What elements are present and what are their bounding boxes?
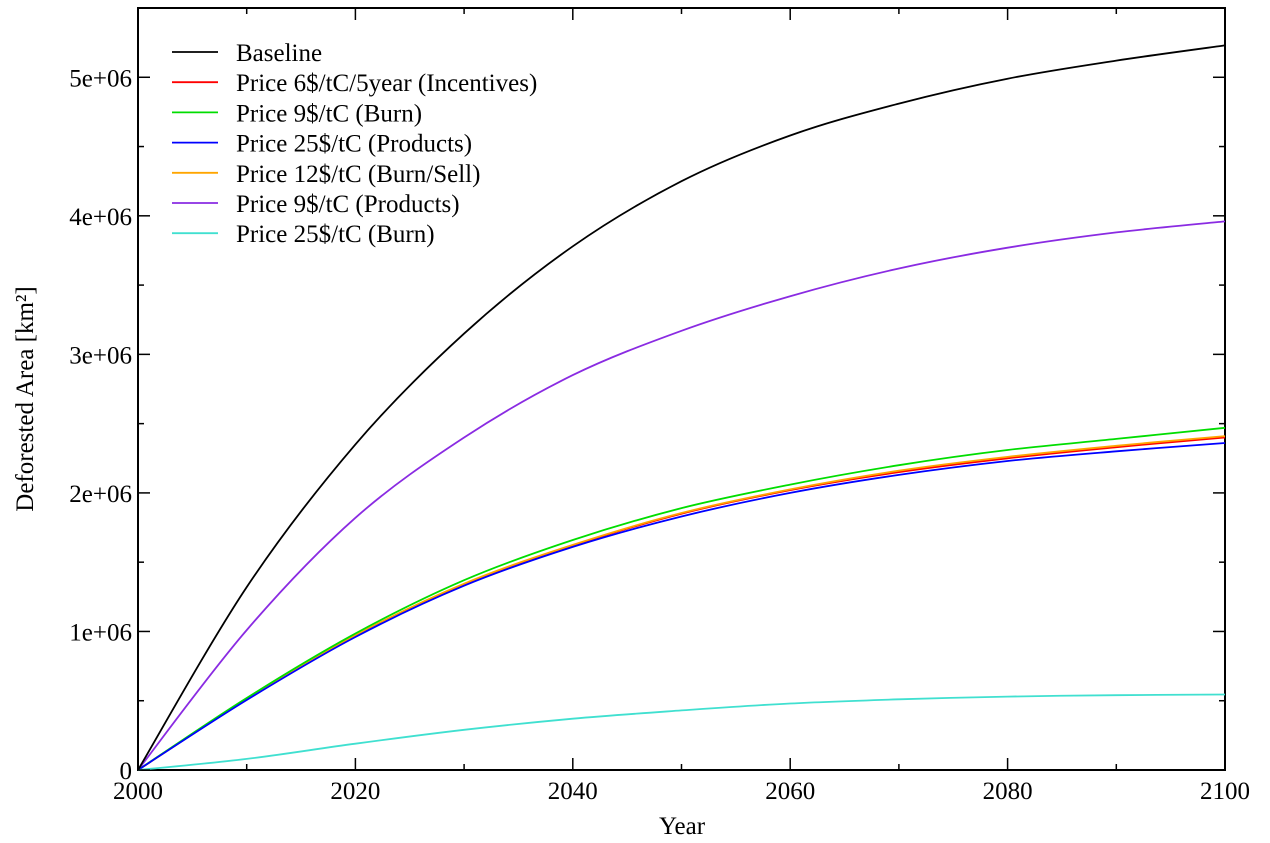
x-tick-label: 2060 [765, 778, 815, 805]
y-tick-label: 1e+06 [69, 619, 132, 646]
x-tick-label: 2020 [330, 778, 380, 805]
legend-label: Price 12$/tC (Burn/Sell) [236, 161, 480, 188]
series-line-5 [137, 220, 1226, 771]
y-tick-label: 3e+06 [69, 342, 132, 369]
legend-label: Price 9$/tC (Burn) [236, 100, 422, 127]
series-line-6 [137, 693, 1226, 771]
legend: Baseline Price 6$/tC/5year (Incentives) Pr… [172, 40, 537, 248]
series-line-3 [137, 442, 1226, 771]
x-tick-label: 2000 [113, 778, 163, 805]
x-axis-title: Year [659, 813, 706, 840]
y-tick-label: 0 [120, 758, 133, 785]
series-layer [137, 44, 1226, 771]
legend-label: Baseline [236, 40, 322, 67]
y-tick-label: 5e+06 [69, 65, 132, 92]
legend-label: Price 25$/tC (Products) [236, 131, 472, 158]
y-axis-title: Deforested Area [km²] [12, 286, 39, 511]
x-tick-label: 2080 [983, 778, 1033, 805]
x-tick-label: 2040 [548, 778, 598, 805]
series-line-1 [137, 436, 1226, 771]
x-tick-label: 2100 [1200, 778, 1250, 805]
y-tick-label: 4e+06 [69, 204, 132, 231]
legend-label: Price 6$/tC/5year (Incentives) [236, 70, 537, 97]
ticks-layer: 2000 2020 2040 2060 2080 2100 0 1e+06 2e+06 3e+06… [69, 7, 1250, 805]
legend-label: Price 9$/tC (Products) [236, 191, 460, 218]
series-line-0 [137, 44, 1226, 771]
series-line-2 [137, 426, 1226, 771]
legend-label: Price 25$/tC (Burn) [236, 221, 435, 248]
y-tick-label: 2e+06 [69, 481, 132, 508]
series-line-4 [137, 435, 1226, 771]
